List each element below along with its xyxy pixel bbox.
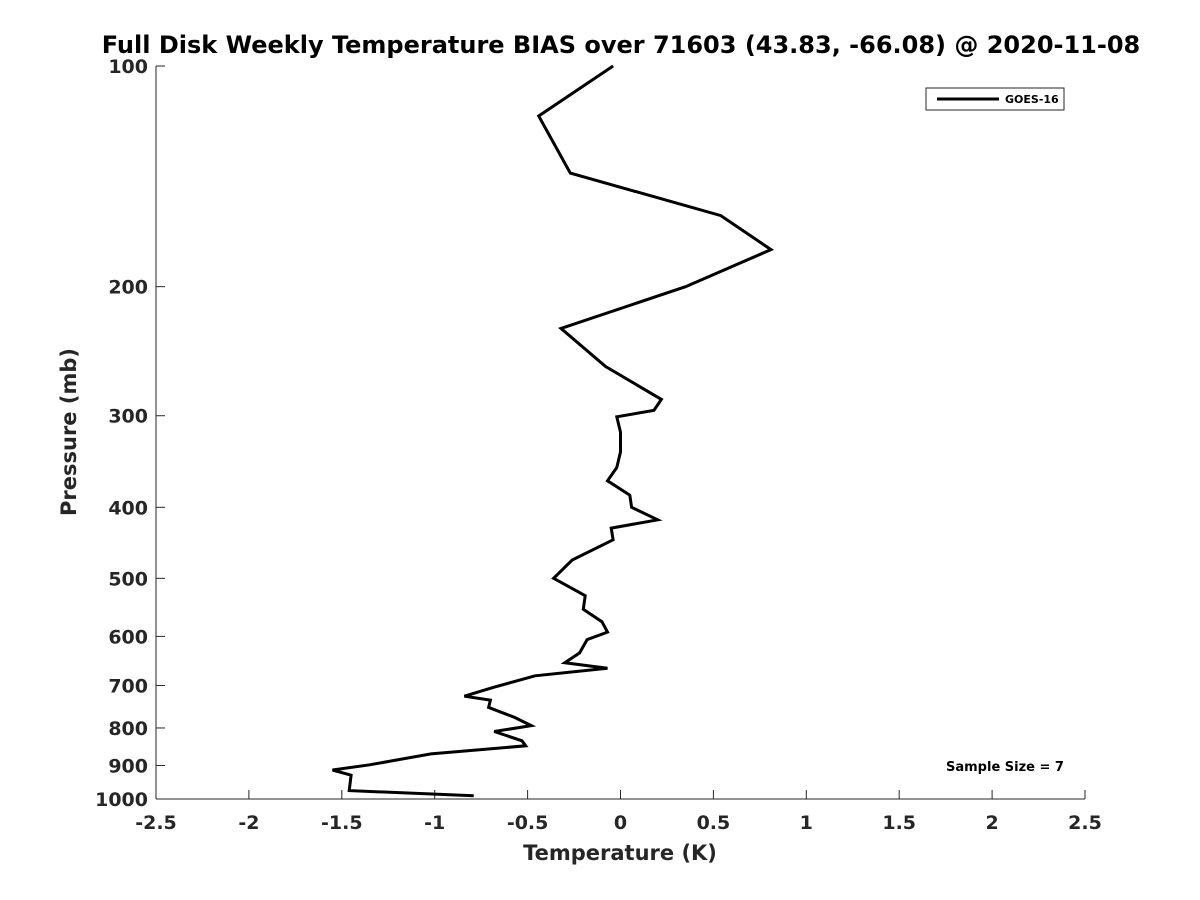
y-tick-label: 200: [108, 277, 148, 299]
y-ticks: 100 200 300 400 500 600 700 800 900 1000: [95, 56, 165, 811]
x-tick-label: 0.5: [697, 812, 731, 834]
chart-title: Full Disk Weekly Temperature BIAS over 7…: [102, 31, 1141, 59]
y-tick-label: 100: [108, 56, 148, 78]
legend-label-goes-16: GOES-16: [1005, 93, 1059, 106]
y-tick-label: 900: [108, 755, 148, 777]
plot-area: -2.5 -2 -1.5 -1 -0.5 0 0.5 1 1.5 2 2.5 100 200 300 40…: [95, 56, 1102, 834]
x-tick-label: 1: [800, 812, 813, 834]
y-tick-label: 500: [108, 568, 148, 590]
legend: GOES-16: [925, 87, 1065, 111]
x-tick-label: 2: [985, 812, 998, 834]
series-layer: [332, 64, 775, 798]
x-tick-label: -1: [424, 812, 445, 834]
x-tick-label: 2.5: [1068, 812, 1102, 834]
x-tick-label: 1.5: [882, 812, 916, 834]
y-tick-label: 800: [108, 718, 148, 740]
x-tick-label: -2.5: [135, 812, 177, 834]
y-tick-label: 700: [108, 675, 148, 697]
y-axis-label: Pressure (mb): [57, 348, 81, 516]
y-tick-label: 1000: [95, 789, 148, 811]
x-axis-label: Temperature (K): [523, 841, 717, 865]
x-tick-label: 0: [614, 812, 627, 834]
y-tick-label: 600: [108, 626, 148, 648]
sample-size-annotation: Sample Size = 7: [946, 760, 1064, 775]
x-ticks: -2.5 -2 -1.5 -1 -0.5 0 0.5 1 1.5 2 2.5: [135, 790, 1102, 834]
y-tick-label: 300: [108, 406, 148, 428]
x-tick-label: -1.5: [321, 812, 363, 834]
x-tick-label: -0.5: [507, 812, 549, 834]
y-tick-label: 400: [108, 497, 148, 519]
series-line-goes-16: [332, 64, 775, 798]
x-tick-label: -2: [238, 812, 259, 834]
